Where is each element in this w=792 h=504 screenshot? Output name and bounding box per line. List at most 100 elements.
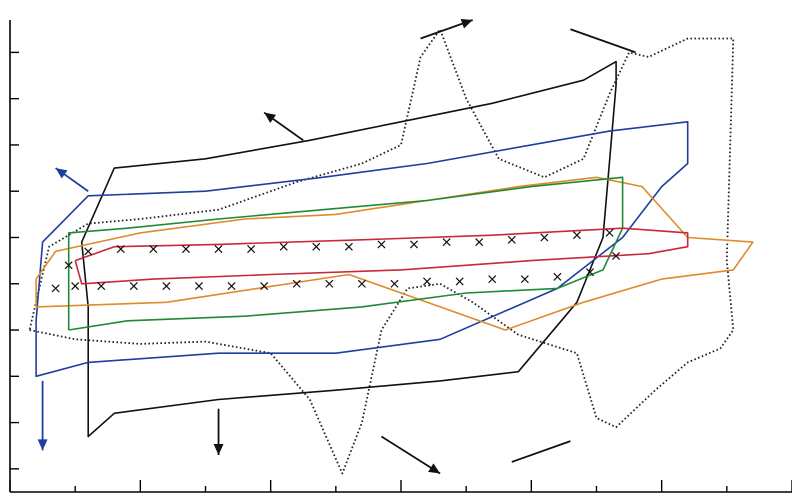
series-black-x-markers-marker-15 bbox=[507, 235, 516, 244]
annotation-arrowhead bbox=[428, 463, 441, 474]
series-black-x-markers-marker-4 bbox=[149, 245, 158, 254]
series-blue-line bbox=[35, 121, 689, 378]
marker-stroke-b bbox=[344, 242, 353, 251]
annotation-line-1 bbox=[570, 28, 636, 54]
series-black-x-markers-marker-2 bbox=[84, 247, 93, 256]
series-black-x-markers-marker-32 bbox=[194, 282, 204, 291]
series-black-x-markers-marker-5 bbox=[181, 245, 190, 254]
annotation-arrowhead bbox=[213, 443, 224, 455]
annotation-arrow-6 bbox=[380, 435, 441, 475]
series-black-x-markers-marker-24 bbox=[455, 277, 464, 286]
series-black-x-markers-marker-18 bbox=[605, 228, 614, 237]
annotation-shaft bbox=[570, 28, 636, 54]
marker-stroke-b bbox=[116, 245, 125, 254]
annotation-arrow-4 bbox=[37, 380, 48, 451]
series-black-x-markers-marker-12 bbox=[410, 240, 419, 249]
marker-stroke-b bbox=[51, 284, 60, 293]
series-red-line bbox=[74, 227, 689, 285]
series-black-x-markers-marker-28 bbox=[325, 279, 334, 288]
annotation-shaft bbox=[380, 435, 441, 475]
series-black-x-markers-marker-31 bbox=[227, 282, 236, 291]
marker-stroke-b bbox=[84, 247, 93, 256]
series-black-x-markers-marker-7 bbox=[247, 245, 256, 254]
marker-stroke-b bbox=[247, 245, 256, 254]
annotation-arrowhead bbox=[37, 439, 48, 451]
marker-stroke-b bbox=[390, 279, 399, 288]
series-black-x-markers-marker-14 bbox=[475, 238, 484, 247]
marker-stroke-b bbox=[312, 242, 321, 251]
marker-stroke-b bbox=[279, 242, 288, 251]
marker-stroke-b bbox=[377, 240, 386, 249]
chart-marker-group bbox=[51, 228, 621, 293]
series-black-x-markers-marker-35 bbox=[97, 282, 106, 291]
annotation-arrow-2 bbox=[263, 111, 304, 142]
series-black-x-markers-marker-34 bbox=[129, 282, 138, 291]
series-black-x-markers-marker-9 bbox=[312, 242, 321, 251]
series-black-x-markers-marker-30 bbox=[260, 282, 269, 291]
marker-stroke-b bbox=[325, 279, 334, 288]
marker-stroke-b bbox=[605, 228, 614, 237]
marker-stroke-b bbox=[507, 235, 516, 244]
marker-stroke-b bbox=[194, 282, 204, 291]
series-black-x-markers-marker-10 bbox=[344, 242, 353, 251]
series-black-x-markers-marker-29 bbox=[292, 279, 301, 288]
series-black-x-markers-marker-33 bbox=[162, 282, 171, 291]
series-black-x-markers-marker-27 bbox=[357, 279, 366, 288]
annotation-arrowhead bbox=[55, 168, 68, 179]
marker-stroke-b bbox=[553, 272, 562, 281]
marker-stroke-b bbox=[612, 251, 621, 261]
series-black-x-markers-marker-25 bbox=[423, 277, 432, 286]
series-black-x-markers-marker-11 bbox=[377, 240, 386, 249]
marker-stroke-b bbox=[129, 282, 138, 291]
series-black-x-markers-marker-8 bbox=[279, 242, 288, 251]
marker-stroke-b bbox=[423, 277, 432, 286]
annotation-arrowhead bbox=[264, 112, 277, 123]
series-black-x-markers-marker-36 bbox=[71, 282, 80, 291]
marker-stroke-b bbox=[260, 282, 269, 291]
chart-series-group bbox=[28, 28, 754, 475]
marker-stroke-b bbox=[520, 275, 529, 284]
chart-annotation-group bbox=[37, 18, 636, 475]
series-black-x-markers-marker-13 bbox=[442, 238, 451, 247]
marker-stroke-b bbox=[97, 282, 106, 291]
marker-stroke-b bbox=[455, 277, 464, 286]
marker-stroke-b bbox=[585, 268, 595, 277]
marker-stroke-b bbox=[475, 238, 484, 247]
series-black-x-markers-marker-19 bbox=[612, 251, 621, 261]
annotation-arrow-3 bbox=[55, 167, 89, 192]
marker-stroke-b bbox=[292, 279, 301, 288]
series-black-x-markers-marker-26 bbox=[390, 279, 399, 288]
series-black-x-markers-marker-0 bbox=[51, 284, 60, 293]
series-black-x-markers-marker-21 bbox=[553, 272, 562, 281]
marker-stroke-b bbox=[357, 279, 366, 288]
series-black-x-markers-marker-1 bbox=[64, 261, 73, 270]
marker-stroke-b bbox=[227, 282, 236, 291]
series-orange-line bbox=[35, 176, 754, 331]
annotation-arrow-5 bbox=[213, 408, 224, 455]
marker-stroke-b bbox=[149, 245, 158, 254]
marker-stroke-b bbox=[410, 240, 419, 249]
series-black-x-markers-marker-17 bbox=[572, 231, 581, 240]
annotation-line-7 bbox=[511, 440, 571, 463]
marker-stroke-b bbox=[214, 245, 223, 254]
series-black-solid-line bbox=[80, 60, 617, 438]
marker-stroke-b bbox=[64, 261, 73, 270]
marker-stroke-b bbox=[442, 238, 451, 247]
marker-stroke-b bbox=[488, 275, 497, 284]
series-black-x-markers-marker-22 bbox=[520, 275, 529, 284]
series-black-dotted-line bbox=[28, 28, 735, 475]
marker-stroke-b bbox=[162, 282, 171, 291]
series-black-x-markers-marker-6 bbox=[214, 245, 223, 254]
annotation-shaft bbox=[511, 440, 571, 463]
annotation-arrow-0 bbox=[420, 18, 473, 40]
marker-stroke-b bbox=[572, 231, 581, 240]
chart-axes bbox=[9, 20, 792, 493]
series-black-x-markers-marker-16 bbox=[540, 233, 549, 242]
marker-stroke-b bbox=[181, 245, 190, 254]
series-black-x-markers-marker-20 bbox=[585, 268, 595, 277]
annotation-arrowhead bbox=[460, 18, 473, 29]
series-black-x-markers-marker-3 bbox=[116, 245, 125, 254]
marker-stroke-b bbox=[71, 282, 80, 291]
marker-stroke-b bbox=[540, 233, 549, 242]
